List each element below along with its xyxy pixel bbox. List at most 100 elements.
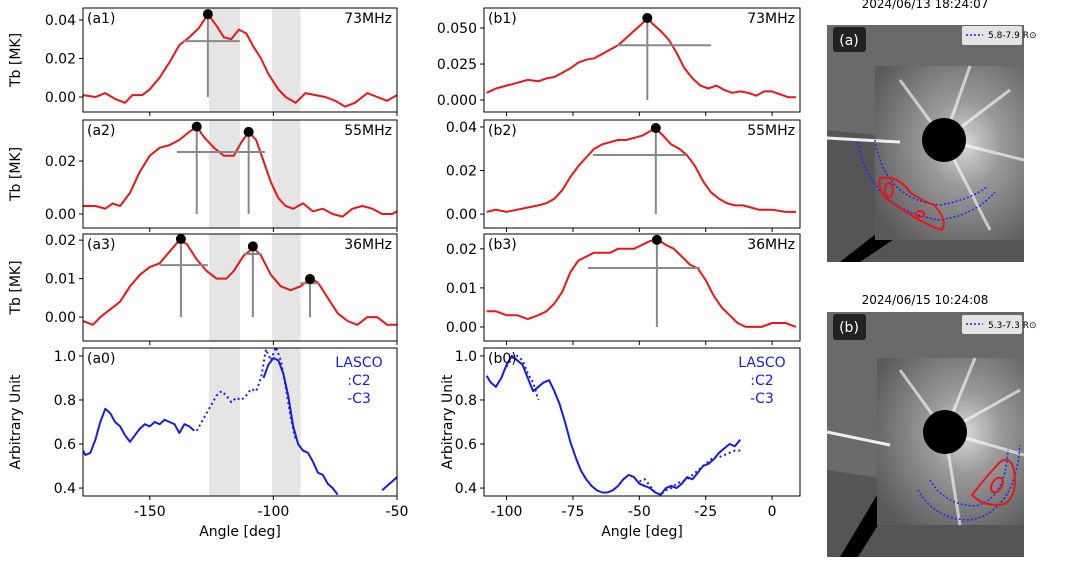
annotation: 73MHz [344,11,392,27]
y-tick-label: 0.6 [54,437,76,453]
image-label: (b) [839,320,859,336]
y-tick-label: 0.8 [455,393,477,409]
data-line [486,127,796,213]
data-line [505,354,741,496]
panel-label: (b2) [488,123,517,139]
frame [82,7,398,113]
x-tick-label: -50 [628,504,651,520]
annotation: -C3 [347,391,371,407]
frame [483,347,801,497]
legend-text: 5.3-7.3 R⊙ [988,321,1037,331]
image-label: (a) [839,33,859,49]
image-label-box [833,314,866,340]
y-tick-label: 0.00 [45,90,76,106]
y-axis-label: Arbitrary Unit [440,374,456,469]
y-tick-label: 0.01 [45,272,76,288]
frame [483,119,801,229]
frame [483,7,801,113]
annotation: 36MHz [344,237,392,253]
y-tick-label: 0.04 [446,120,477,136]
peak-marker [202,9,213,20]
contour-red [878,176,945,232]
panel-label: (b3) [488,237,517,253]
data-line [486,16,796,99]
contour-red [990,476,1004,494]
plot-area [83,348,397,496]
y-tick-label: 0.050 [437,21,477,37]
plot-area [485,354,742,496]
peak-marker [191,121,202,132]
data-line [83,239,397,326]
legend-box [962,315,1022,334]
plot-area [83,239,397,326]
frame [82,233,398,342]
contour-range [874,139,989,206]
y-tick-label: 0.01 [446,281,477,297]
x-axis-label: Angle [deg] [601,524,683,540]
annotation: :C2 [750,373,773,389]
peak-marker [304,274,315,285]
y-tick-label: 0.4 [455,481,477,497]
annotation: 73MHz [747,11,795,27]
y-tick-label: 0.04 [45,13,76,29]
coronagraph-a: 2024/06/13 18:24:07 (a) 5.8-7.9 R⊙ [826,0,1037,262]
y-axis-label: Arbitrary Unit [8,374,24,469]
data-line [83,357,397,496]
y-tick-label: 0.00 [446,207,477,223]
peak-marker [650,123,661,134]
y-tick-label: 0.00 [446,320,477,336]
contour-red [970,458,1016,506]
occulter [923,410,967,454]
image-label-box [833,27,866,52]
annotation: :C2 [347,373,370,389]
panel-label: (b1) [488,11,517,27]
streak [826,430,891,447]
y-axis-label: Tb [MK] [8,147,24,202]
annotation: 36MHz [747,237,795,253]
y-axis-label: Tb [MK] [8,33,24,88]
y-tick-label: 0.6 [455,437,477,453]
x-tick-label: -50 [386,504,409,520]
peak-marker [243,126,254,137]
annotation: 55MHz [344,123,392,139]
contour-range [857,141,996,221]
peak-marker [642,12,653,23]
panel-label: (a1) [87,11,115,27]
x-tick-label: -150 [134,504,166,520]
y-tick-label: 0.00 [45,207,76,223]
plot-area [486,238,797,328]
plot-area [83,13,397,108]
y-tick-label: 0.02 [45,154,76,170]
streak [826,136,901,144]
shaded-band [209,348,240,496]
peak-marker [247,241,258,252]
data-line [486,238,797,328]
x-tick-label: -75 [562,504,585,520]
plot-area [83,125,397,218]
y-axis-label: Tb [MK] [8,260,24,315]
y-tick-label: 0.02 [446,242,477,258]
shaded-band [272,348,301,496]
y-tick-label: 1.0 [54,349,76,365]
annotation: LASCO [335,355,382,371]
legend-text: 5.8-7.9 R⊙ [988,31,1037,41]
x-tick-label: 0 [768,504,777,520]
x-tick-label: -100 [491,504,523,520]
y-tick-label: 0.8 [54,393,76,409]
y-tick-label: 0.00 [45,310,76,326]
data-line [83,13,397,108]
x-tick-label: -25 [694,504,717,520]
shaded-band [272,8,301,112]
contour-red [884,182,894,198]
shaded-band [209,120,240,228]
y-tick-label: 0.02 [45,233,76,249]
plot-area [486,127,796,213]
shaded-band [209,8,240,112]
shaded-band [272,120,301,228]
data-line [83,125,397,218]
contour-red [915,210,925,218]
x-tick-label: -100 [257,504,289,520]
image-title: 2024/06/15 10:24:08 [862,293,989,307]
legend-box [962,26,1022,45]
